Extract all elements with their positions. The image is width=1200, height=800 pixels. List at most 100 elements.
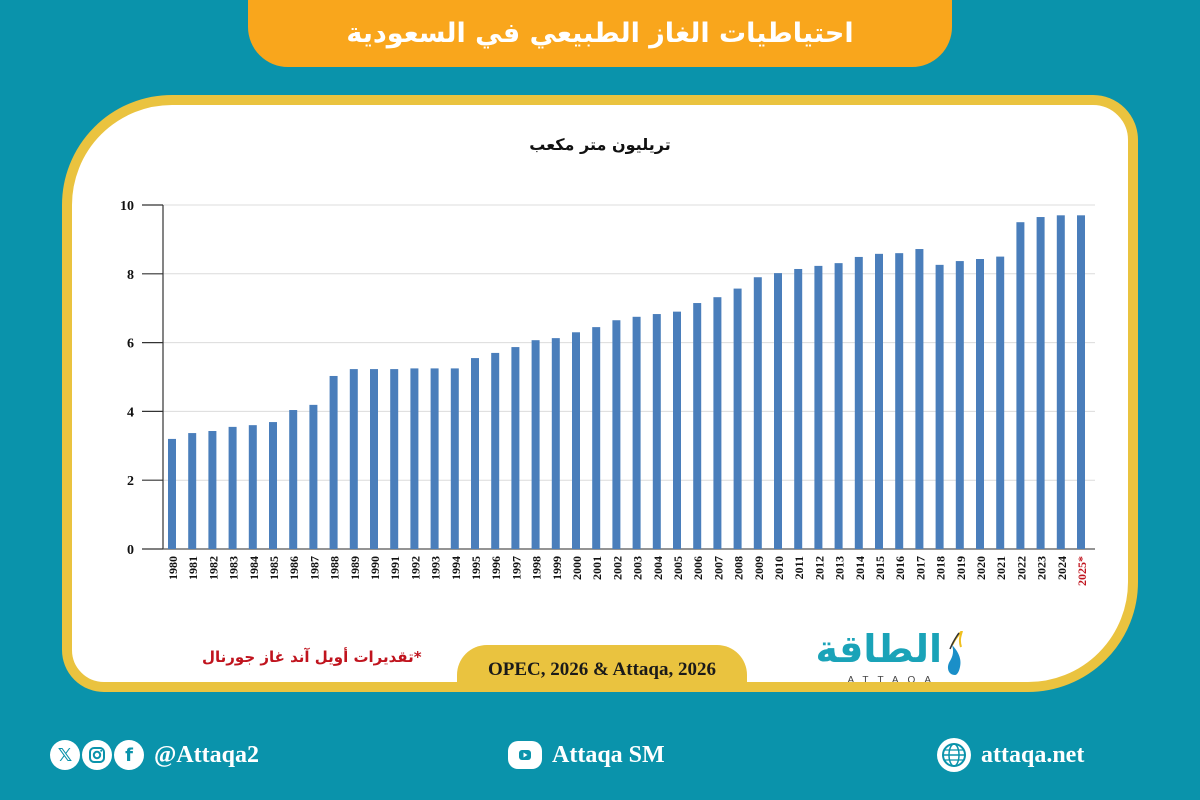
x-tick-label: 2008: [732, 556, 746, 580]
social-handle[interactable]: @Attaqa2: [154, 741, 259, 768]
bar-chart: 0 2 4 6 8 10 1980 1981 1982 1983 1984 1985 1986 1987 1…: [120, 199, 1095, 586]
x-tick-label: 2017: [913, 556, 927, 580]
x-tick-label: 2004: [651, 556, 665, 580]
x-tick-label: 1985: [267, 556, 281, 580]
bar: [814, 265, 823, 549]
y-tick-label: 6: [127, 337, 134, 352]
unit-label: تريليون متر مكعب: [529, 135, 671, 154]
x-tick-label: 1994: [449, 556, 463, 580]
x-tick-label: 1992: [408, 556, 422, 580]
source-tab: OPEC, 2026 & Attaqa, 2026: [457, 645, 747, 682]
x-tick-label: 2006: [691, 556, 705, 580]
bar: [430, 368, 439, 549]
bar: [248, 425, 257, 549]
x-tick-label: 2014: [853, 556, 867, 580]
page-title: احتياطيات الغاز الطبيعي في السعودية: [346, 18, 854, 49]
bar: [693, 303, 702, 549]
x-tick-label: 1984: [247, 556, 261, 580]
x-tick-label: 1993: [429, 556, 443, 580]
bar: [794, 268, 803, 549]
facebook-icon[interactable]: f: [114, 740, 144, 770]
x-tick-label: 1990: [368, 556, 382, 580]
x-tick-label: 1991: [388, 556, 402, 580]
x-tick-label: 2013: [833, 556, 847, 580]
x-tick-label: 2016: [893, 556, 907, 580]
x-tick-label: 1981: [186, 556, 200, 580]
bar: [915, 249, 924, 550]
x-tick-label: 1996: [489, 556, 503, 580]
bar: [228, 426, 237, 549]
bar: [895, 253, 904, 549]
x-tick-label: 1988: [328, 556, 342, 580]
x-tick-label: 2015: [873, 556, 887, 580]
x-tick-label: 1983: [227, 556, 241, 580]
bar: [673, 311, 681, 549]
x-tick-label: 2019: [954, 556, 968, 580]
bar: [1016, 222, 1025, 549]
youtube-group: Attaqa SM: [508, 730, 665, 780]
bar: [370, 369, 378, 549]
y-tick-label: 2: [127, 474, 134, 489]
x-icon[interactable]: 𝕏: [50, 740, 80, 770]
youtube-icon[interactable]: [508, 741, 542, 769]
y-tick-label: 0: [127, 543, 134, 558]
bar: [269, 422, 277, 549]
bar: [652, 314, 661, 549]
attaqa-logo: الطاقة ATTAQA: [792, 625, 972, 686]
bar: [168, 438, 176, 549]
x-tick-label: 2007: [711, 556, 725, 580]
x-tick-label: 2005: [671, 556, 685, 580]
x-tick-label: 1998: [530, 556, 544, 580]
x-tick-label: 2025*: [1075, 556, 1089, 586]
instagram-icon[interactable]: [82, 740, 112, 770]
bar: [450, 368, 459, 549]
x-tick-label: 2024: [1055, 556, 1069, 580]
bar: [996, 256, 1005, 549]
bar: [410, 368, 419, 549]
x-tick-label: 2002: [610, 556, 624, 580]
website-link[interactable]: attaqa.net: [981, 741, 1085, 768]
logo-english: ATTAQA: [847, 675, 940, 686]
bar: [774, 273, 782, 549]
x-tick-label: 2000: [570, 556, 584, 580]
bar: [976, 259, 984, 549]
y-tick-label: 8: [127, 268, 134, 283]
x-tick-label: 2010: [772, 556, 786, 580]
bar: [955, 261, 964, 549]
social-group: 𝕏 f @Attaqa2: [50, 730, 259, 780]
bar: [511, 347, 520, 549]
chart-card: تريليون متر مكعب 0 2 4 6 8 10 1980 1981 1982 1983…: [62, 95, 1138, 692]
bar: [632, 316, 641, 549]
x-tick-label: 1987: [307, 556, 321, 580]
bar: [935, 264, 944, 549]
x-tick-label: 2009: [752, 556, 766, 580]
bar: [531, 340, 540, 549]
bar: [1056, 215, 1065, 549]
bar: [592, 327, 601, 549]
y-tick-label: 4: [127, 405, 134, 420]
youtube-label[interactable]: Attaqa SM: [552, 741, 665, 768]
bar: [1077, 215, 1085, 549]
website-group: attaqa.net: [937, 730, 1084, 780]
bar: [572, 332, 580, 549]
bar: [188, 433, 197, 549]
bar: [471, 358, 479, 549]
bar: [713, 297, 722, 549]
bar: [1036, 217, 1045, 550]
globe-icon[interactable]: [937, 738, 971, 772]
bar: [208, 431, 217, 549]
bar: [612, 320, 621, 549]
x-tick-label: 2021: [994, 556, 1008, 580]
x-tick-label: 2001: [590, 556, 604, 580]
x-tick-label: 2012: [812, 556, 826, 580]
x-tick-label: 1980: [166, 556, 180, 580]
bar: [875, 253, 883, 549]
bar: [491, 352, 500, 549]
x-tick-label: 1997: [509, 556, 523, 580]
x-tick-label: 1995: [469, 556, 483, 580]
x-tick-label: 2022: [1014, 556, 1028, 580]
y-tick-label: 10: [120, 199, 134, 214]
bar: [289, 410, 298, 549]
bar: [309, 404, 318, 549]
x-tick-label: 1999: [550, 556, 564, 580]
